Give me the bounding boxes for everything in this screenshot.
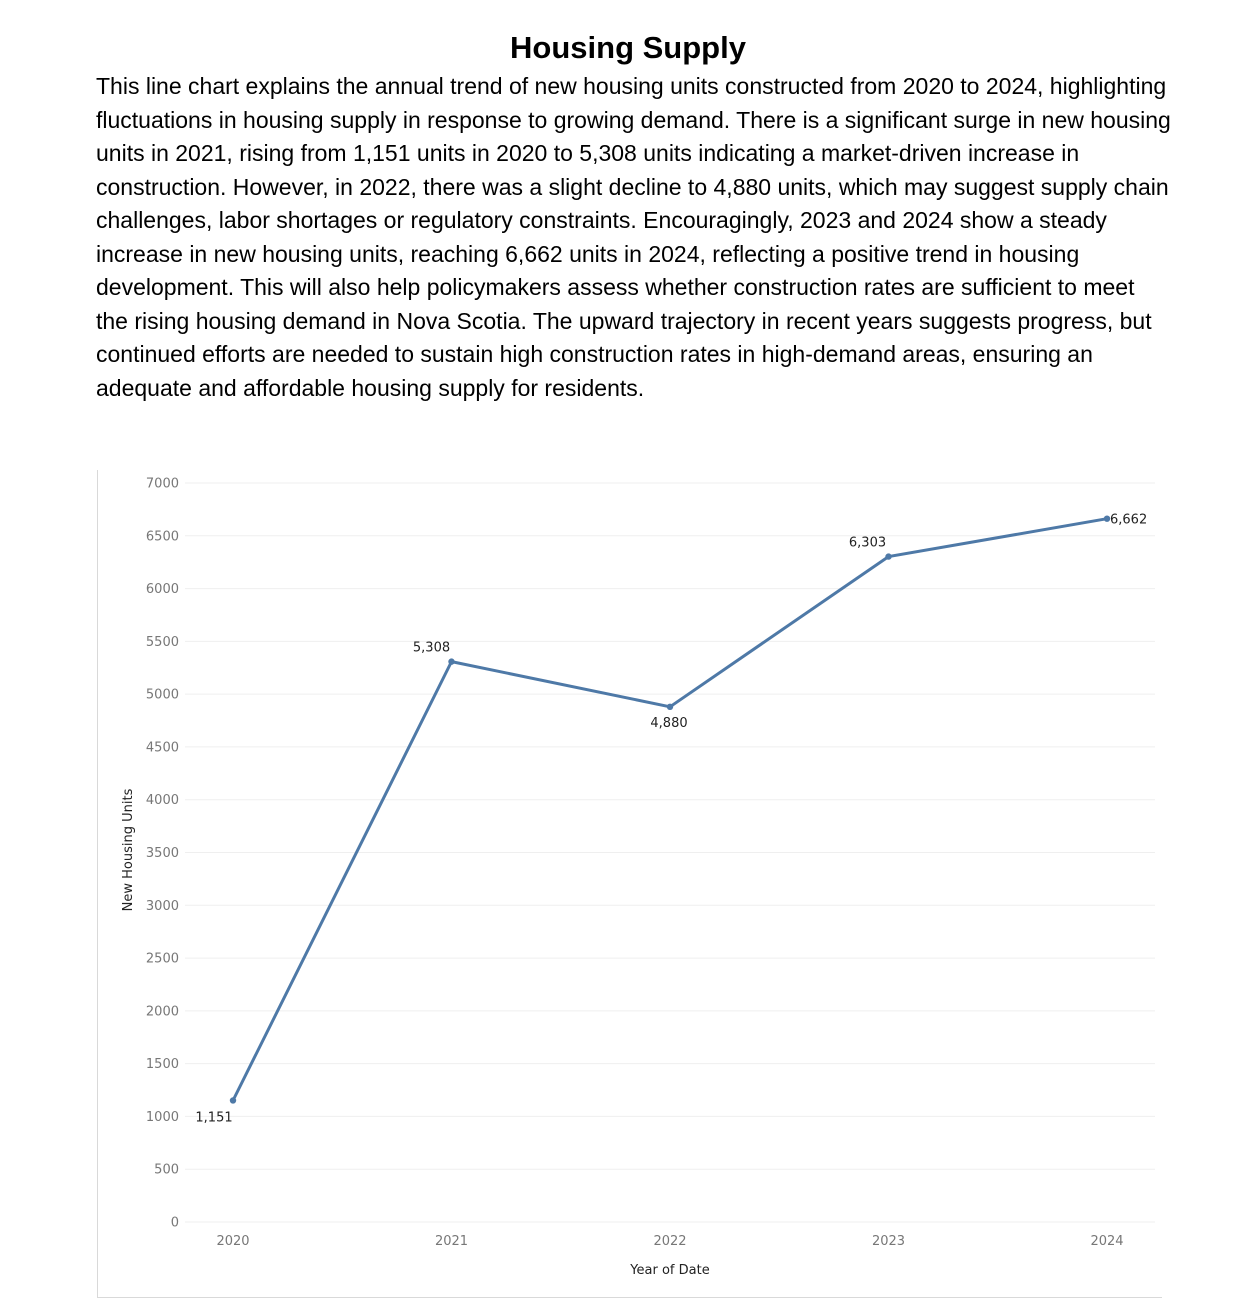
- y-tick-label: 4500: [146, 740, 179, 755]
- x-tick-label: 2023: [872, 1234, 905, 1249]
- y-axis-title: New Housing Units: [121, 788, 136, 911]
- y-tick-label: 3500: [146, 846, 179, 861]
- x-axis-ticks: 2020 2021 2022 2023 2024: [216, 1234, 1123, 1249]
- y-tick-label: 500: [154, 1163, 179, 1178]
- y-tick-label: 2500: [146, 952, 179, 967]
- y-tick-label: 5000: [146, 688, 179, 703]
- y-tick-label: 6000: [146, 582, 179, 597]
- data-point: [885, 553, 892, 560]
- page-title: Housing Supply: [510, 30, 746, 65]
- x-tick-label: 2024: [1090, 1234, 1123, 1249]
- y-tick-label: 2000: [146, 1004, 179, 1019]
- gridlines: [185, 482, 1155, 1223]
- y-tick-label: 4000: [146, 793, 179, 808]
- x-axis-title: Year of Date: [629, 1263, 709, 1278]
- y-axis-ticks: 0 500 1000 1500 2000 2500 3000 3500 4000 4500 5000…: [146, 477, 179, 1231]
- chart-frame: [97, 470, 1162, 1298]
- y-tick-label: 1000: [146, 1110, 179, 1125]
- x-tick-label: 2021: [435, 1234, 468, 1249]
- y-tick-label: 3000: [146, 899, 179, 914]
- data-labels: 1,151 5,308 4,880 6,303 6,662: [195, 513, 1147, 1126]
- y-tick-label: 7000: [146, 477, 179, 492]
- series-line: [231, 517, 1109, 1102]
- y-tick-label: 6500: [146, 529, 179, 544]
- x-tick-label: 2022: [653, 1234, 686, 1249]
- y-tick-label: 5500: [146, 635, 179, 650]
- chart-description: This line chart explains the annual tren…: [96, 73, 1171, 401]
- data-point: [229, 1097, 237, 1104]
- data-label: 1,151: [195, 1110, 232, 1125]
- data-point: [666, 703, 674, 711]
- data-label: 6,662: [1110, 513, 1147, 528]
- data-label: 5,308: [413, 641, 450, 656]
- data-point: [448, 658, 455, 665]
- y-tick-label: 0: [171, 1216, 179, 1231]
- data-point: [1103, 515, 1111, 522]
- x-tick-label: 2020: [216, 1234, 249, 1249]
- series-line-group: [229, 515, 1111, 1104]
- data-label: 6,303: [849, 536, 886, 551]
- y-tick-label: 1500: [146, 1057, 179, 1072]
- data-label: 4,880: [650, 716, 687, 731]
